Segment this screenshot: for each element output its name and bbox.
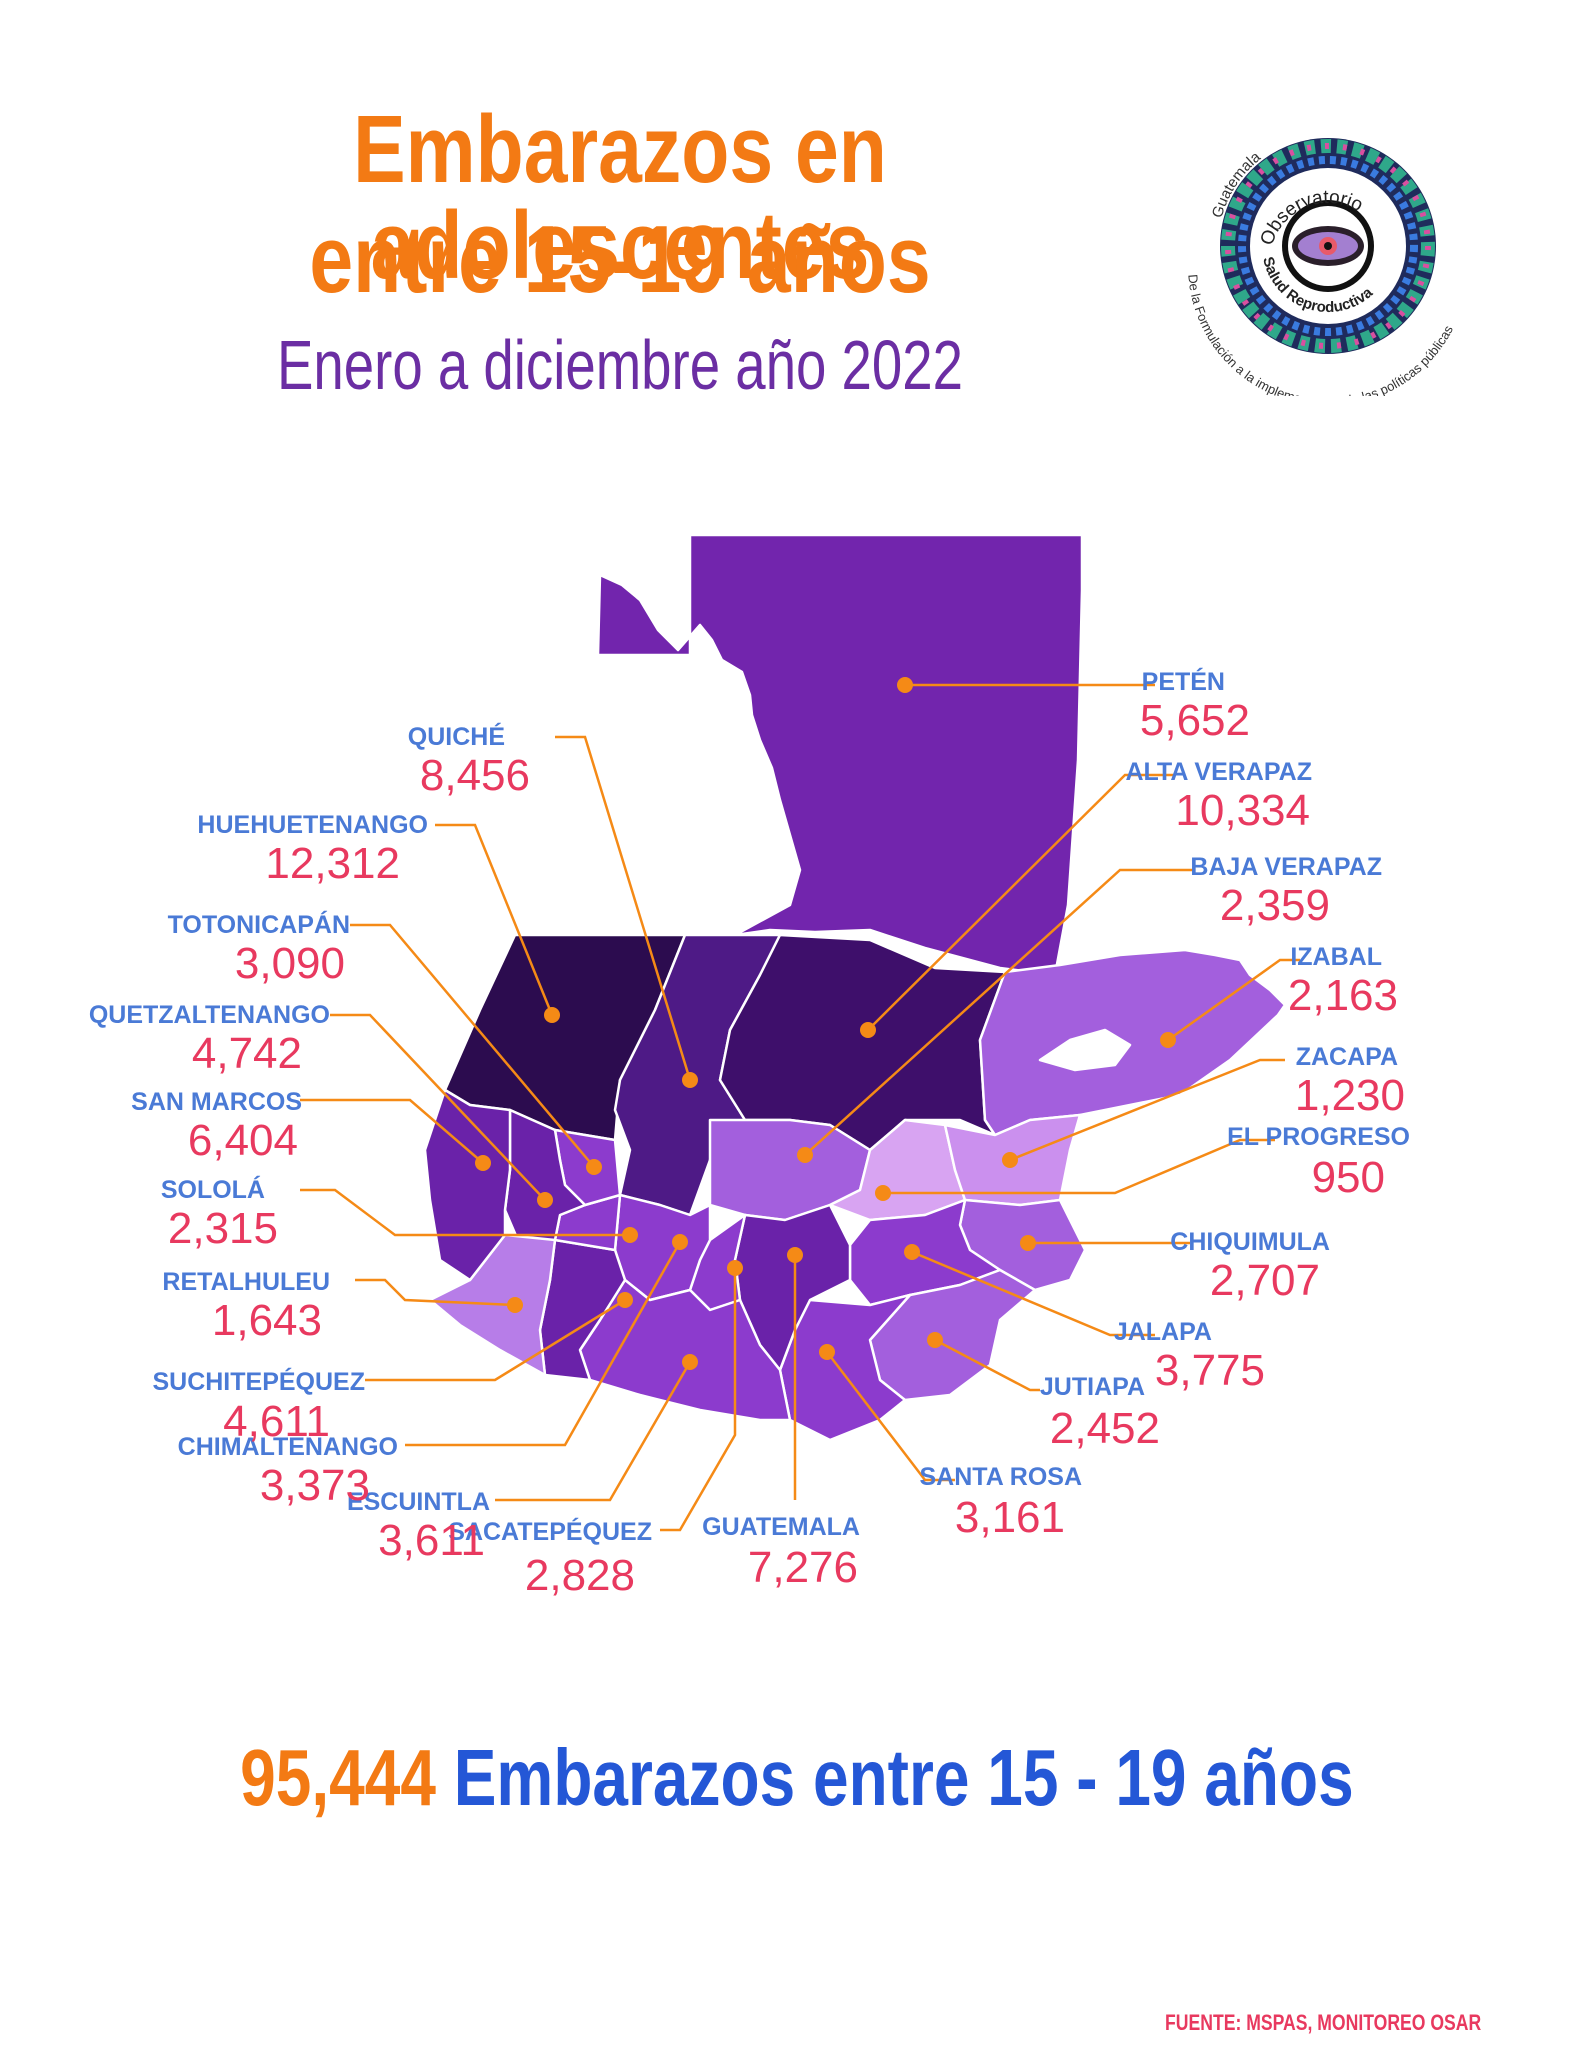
label-quetzaltenango-value: 4,742 — [192, 1029, 302, 1078]
source-note: FUENTE: MSPAS, MONITOREO OSAR — [1164, 2010, 1481, 2035]
label-santa-rosa-value: 3,161 — [955, 1493, 1065, 1542]
lake-izabal — [1038, 1028, 1132, 1072]
label-quiche-value: 8,456 — [420, 751, 530, 800]
label-baja-verapaz-name: BAJA VERAPAZ — [1190, 853, 1382, 881]
label-huehuetenango-value: 12,312 — [265, 839, 400, 888]
label-totonicapan-name: TOTONICAPÁN — [168, 910, 350, 939]
label-huehuetenango-name: HUEHUETENANGO — [197, 811, 428, 839]
label-san-marcos-value: 6,404 — [188, 1116, 298, 1165]
label-solola-value: 2,315 — [168, 1204, 278, 1253]
total-value: 95,444 — [239, 1733, 436, 1822]
label-jutiapa-value: 2,452 — [1050, 1404, 1160, 1453]
label-jalapa-value: 3,775 — [1155, 1346, 1265, 1395]
region-izabal — [978, 948, 1287, 1137]
label-el-progreso-value: 950 — [1312, 1153, 1385, 1202]
label-totonicapan-value: 3,090 — [235, 939, 345, 988]
label-zacapa-value: 1,230 — [1295, 1071, 1405, 1120]
label-alta-verapaz-value: 10,334 — [1175, 786, 1310, 835]
label-retalhuleu-name: RETALHULEU — [162, 1268, 330, 1296]
total-text: Embarazos entre 15 - 19 años — [453, 1733, 1354, 1822]
label-el-progreso-name: EL PROGRESO — [1227, 1123, 1410, 1151]
label-quetzaltenango-name: QUETZALTENANGO — [89, 1001, 330, 1029]
label-jalapa-name: JALAPA — [1114, 1318, 1212, 1346]
observatorio-logo: Guatemala Observatorio Salud Reproductiv… — [1185, 138, 1456, 396]
title-line-2: entre 15-19 años — [309, 206, 931, 313]
label-escuintla-name: ESCUINTLA — [347, 1488, 490, 1516]
total-summary: 95,444 Embarazos entre 15 - 19 años — [0, 1738, 1593, 1818]
label-quiche-name: QUICHÉ — [408, 722, 505, 751]
label-guatemala-value: 7,276 — [748, 1543, 858, 1592]
label-suchitepequez-value: 4,611 — [223, 1397, 330, 1446]
title-line-1: Embarazos en adolescentes — [353, 96, 887, 299]
label-jutiapa-name: JUTIAPA — [1040, 1373, 1145, 1401]
label-izabal-name: IZABAL — [1290, 943, 1382, 971]
label-suchitepequez-name: SUCHITEPÉQUEZ — [152, 1367, 365, 1396]
label-izabal-value: 2,163 — [1288, 971, 1398, 1020]
region-peten — [596, 533, 1084, 977]
label-peten-value: 5,652 — [1140, 696, 1250, 745]
label-alta-verapaz-name: ALTA VERAPAZ — [1125, 758, 1312, 786]
region-alta-verapaz — [718, 933, 1007, 1152]
label-retalhuleu-value: 1,643 — [212, 1296, 322, 1345]
label-san-marcos-name: SAN MARCOS — [131, 1088, 302, 1116]
label-zacapa-name: ZACAPA — [1296, 1043, 1398, 1071]
label-guatemala-name: GUATEMALA — [702, 1513, 860, 1541]
label-chiquimula-name: CHIQUIMULA — [1170, 1228, 1330, 1256]
label-peten-name: PETÉN — [1142, 667, 1225, 696]
label-sacatepequez-name: SACATEPÉQUEZ — [448, 1517, 652, 1546]
label-chimaltenango-value: 3,373 — [260, 1461, 370, 1510]
label-baja-verapaz-value: 2,359 — [1220, 881, 1330, 930]
label-solola-name: SOLOLÁ — [161, 1175, 265, 1204]
label-sacatepequez-value: 2,828 — [525, 1551, 635, 1600]
label-santa-rosa-name: SANTA ROSA — [920, 1463, 1083, 1491]
label-escuintla-value: 3,611 — [378, 1516, 485, 1565]
subtitle: Enero a diciembre año 2022 — [276, 326, 963, 404]
label-chimaltenango-name: CHIMALTENANGO — [178, 1433, 398, 1461]
label-chiquimula-value: 2,707 — [1210, 1256, 1320, 1305]
